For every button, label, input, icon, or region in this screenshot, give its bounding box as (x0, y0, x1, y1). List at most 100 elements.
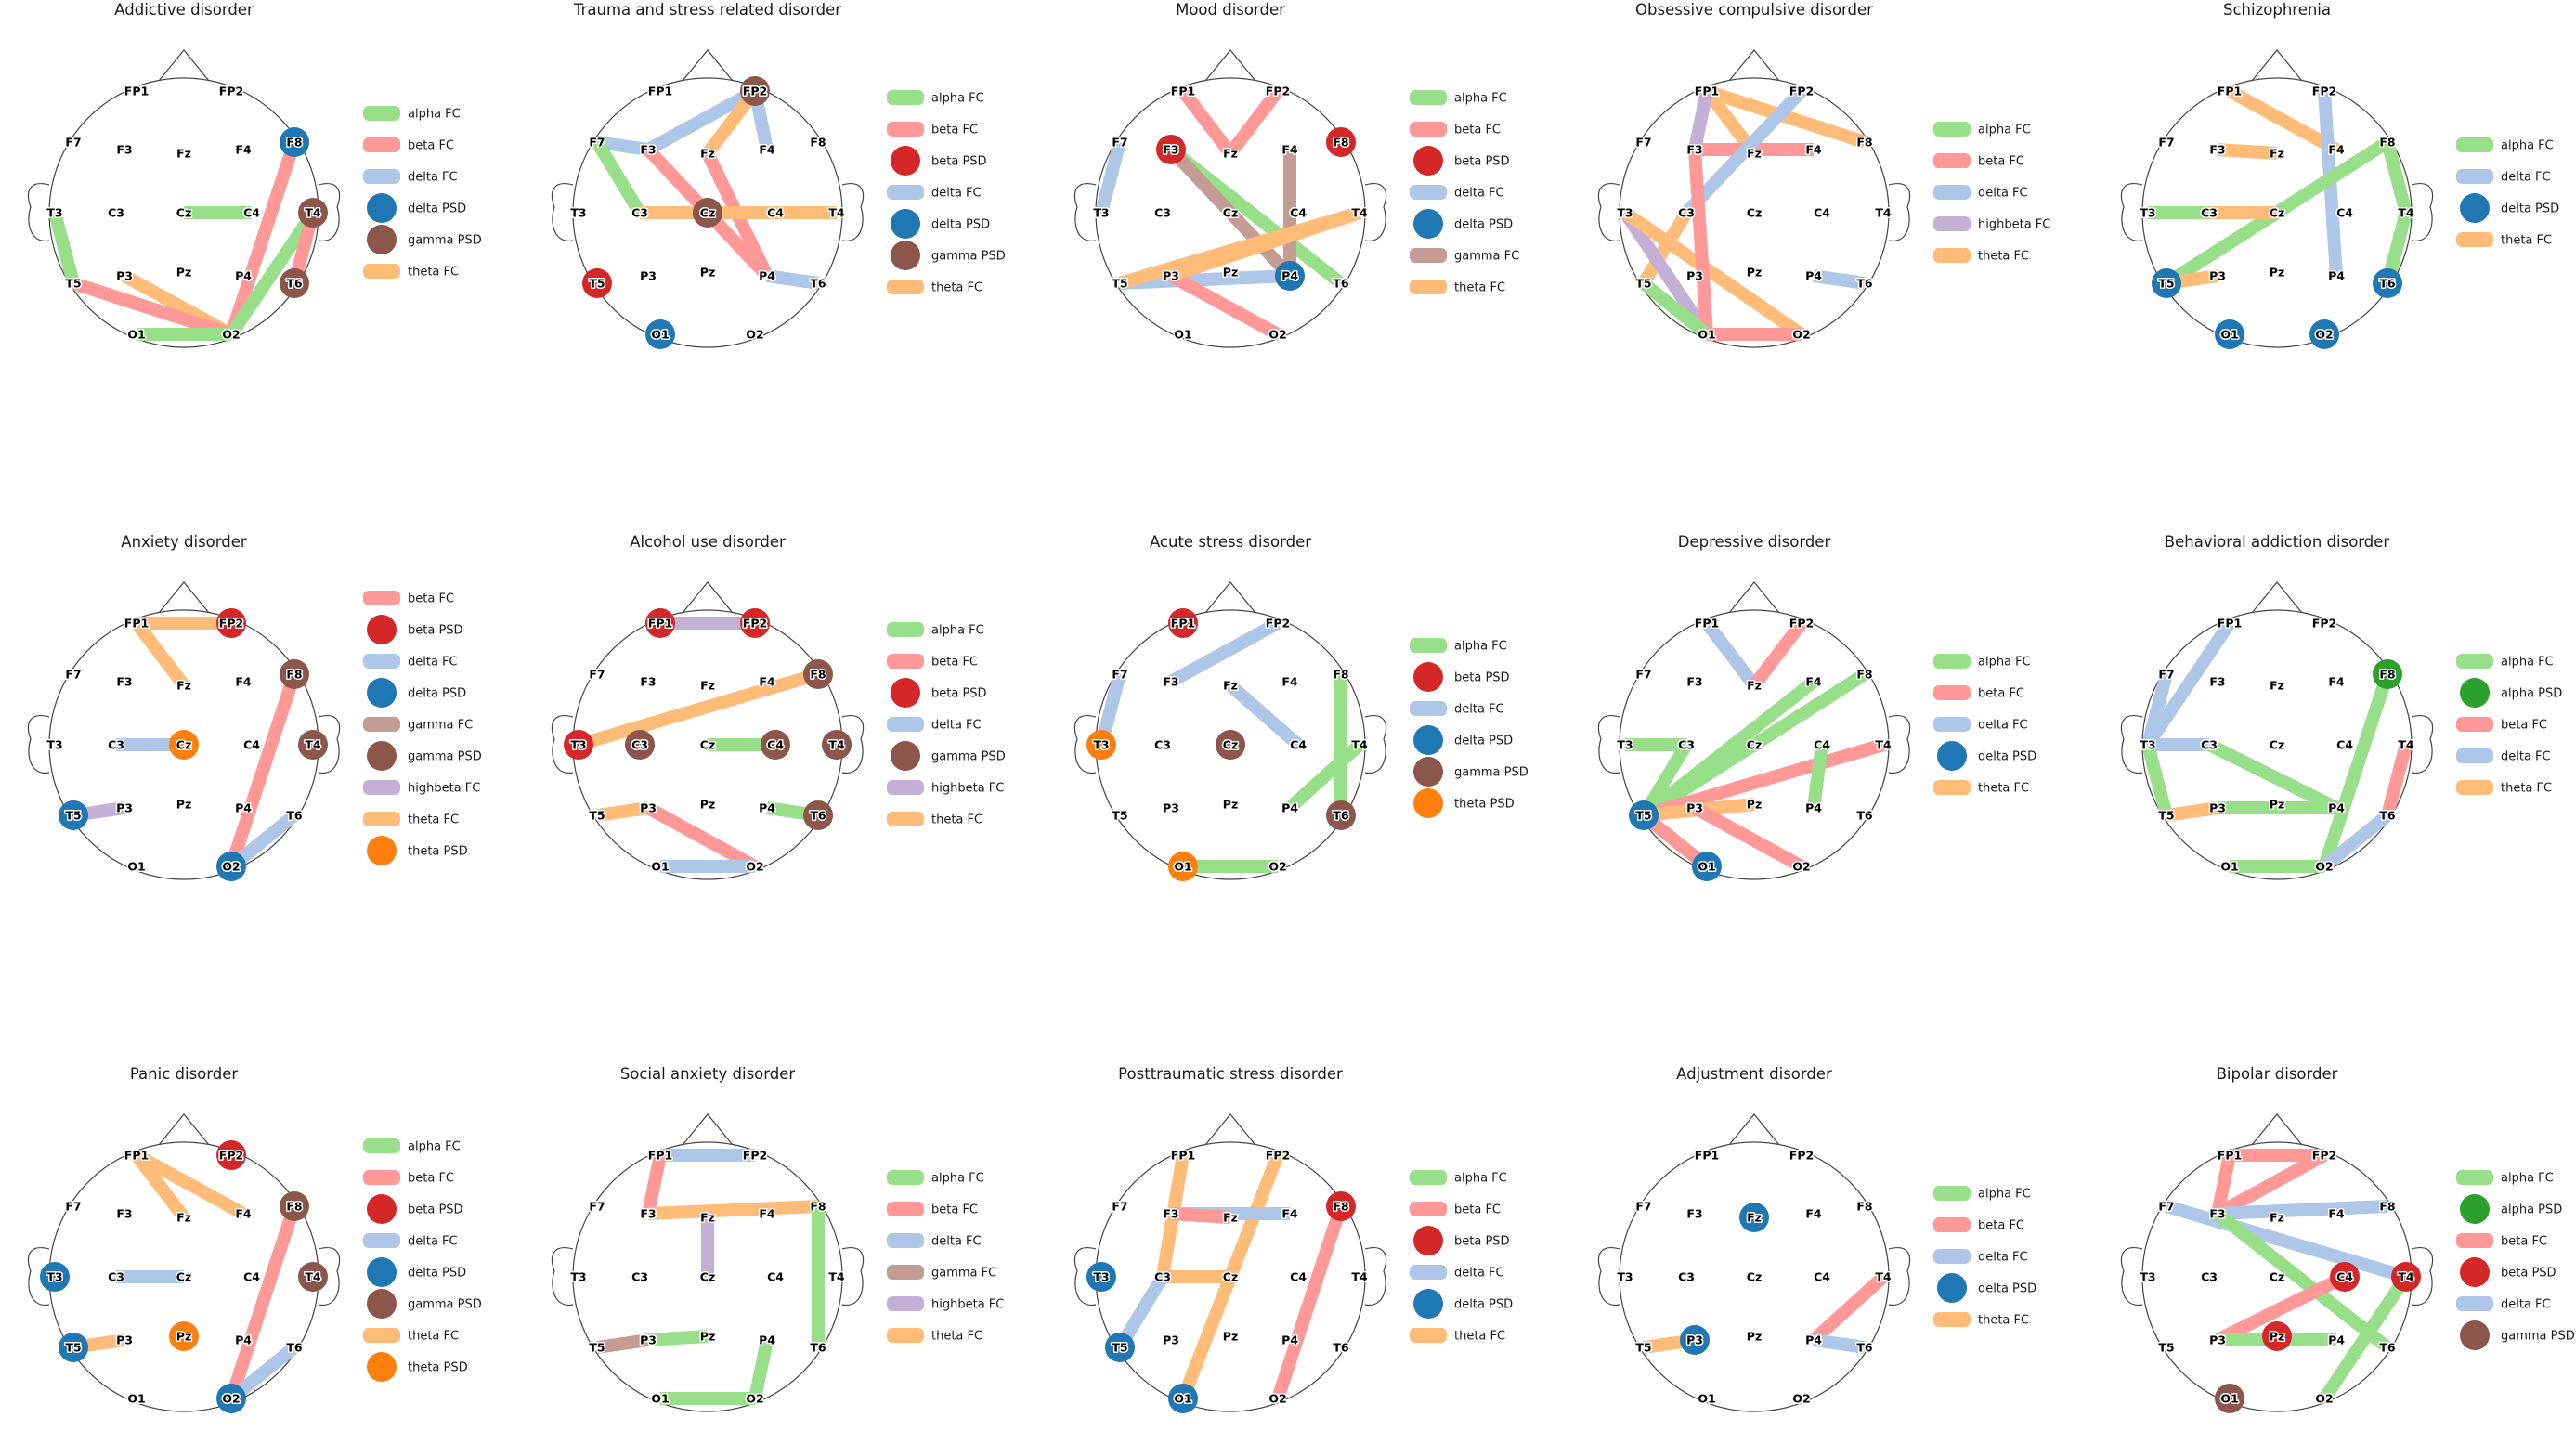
electrode-label-o1: O1 (651, 1392, 669, 1406)
electrode-label-f7: F7 (1635, 136, 1651, 150)
legend-label: delta PSD (1978, 1282, 2036, 1296)
nose-outline (2251, 581, 2303, 614)
legend-label: gamma FC (408, 719, 473, 733)
electrode-label-fz: Fz (1747, 1211, 1762, 1225)
legend-label: highbeta FC (1978, 218, 2050, 232)
right-ear-outline (2411, 183, 2434, 241)
electrode-label-f7: F7 (65, 668, 81, 682)
psd-marker-o2 (216, 1384, 246, 1413)
electrode-label-t4: T4 (2398, 1270, 2414, 1284)
legend-label: theta PSD (408, 845, 468, 859)
electrode-label-t5: T5 (1112, 277, 1127, 291)
legend-swatch-highbeta-fc (887, 780, 924, 795)
right-ear-outline (1888, 1247, 1911, 1306)
electrode-label-f3: F3 (640, 675, 656, 689)
electrode-label-fp2: FP2 (2312, 1149, 2336, 1163)
panel-title: Social anxiety disorder (620, 1065, 796, 1083)
psd-marker-p3 (1680, 1325, 1710, 1355)
legend: alpha FC beta FC beta PSD delta FC delta PSD… (363, 1138, 482, 1382)
legend-label: theta FC (1978, 1314, 2029, 1328)
electrode-label-pz: Pz (700, 798, 715, 812)
electrode-label-t3: T3 (46, 206, 62, 220)
electrode-label-t4: T4 (1351, 738, 1368, 752)
legend-marker-delta-psd (1937, 1273, 1967, 1303)
electrode-label-c3: C3 (631, 206, 648, 220)
legend-swatch-alpha-fc (2456, 137, 2493, 152)
electrode-label-fp1: FP1 (2218, 617, 2242, 631)
panel-title: Trauma and stress related disorder (573, 1, 841, 19)
legend-label: theta FC (2501, 234, 2552, 248)
legend-swatch-alpha-fc (1933, 122, 1971, 137)
psd-marker-fp2 (740, 608, 770, 638)
left-ear-outline (2120, 715, 2143, 774)
legend-label: beta FC (2501, 1235, 2547, 1249)
legend-label: theta FC (931, 813, 982, 827)
panel-adjustment-disorder: Adjustment disorder FP1 FP2 F7 F3 Fz F4 F8 T3 C3 C… (1597, 1065, 2036, 1412)
legend-label: gamma PSD (931, 750, 1006, 764)
electrode-label-fp1: FP1 (648, 1149, 672, 1163)
electrode-label-f4: F4 (1805, 143, 1822, 157)
legend: alpha FC beta FC beta PSD delta FC delta PSD… (1410, 1170, 1513, 1344)
legend-label: highbeta FC (408, 782, 480, 796)
legend: alpha FC beta PSD delta FC delta PSD gamma P… (1410, 638, 1529, 818)
legend-label: beta PSD (408, 624, 463, 638)
electrode-label-t3: T3 (1093, 206, 1109, 220)
legend-marker-delta-psd (1413, 1289, 1443, 1319)
electrode-label-p4: P4 (1281, 269, 1298, 283)
electrode-label-f4: F4 (235, 143, 252, 157)
legend-label: delta FC (2501, 171, 2551, 185)
electrode-label-c3: C3 (108, 1270, 124, 1284)
legend-label: delta PSD (931, 218, 990, 232)
electrode-label-f4: F4 (1805, 1207, 1822, 1221)
fc-link-fp1-f3 (2211, 1153, 2236, 1216)
electrode-label-t6: T6 (1856, 277, 1873, 291)
electrode-label-f8: F8 (2379, 668, 2395, 682)
psd-marker-t6 (2373, 268, 2402, 298)
electrode-label-t4: T4 (1351, 206, 1368, 220)
fc-link-t4-o2 (2319, 1273, 2412, 1402)
electrode-label-t3: T3 (1093, 1270, 1109, 1284)
left-ear-outline (1073, 715, 1097, 774)
legend-label: beta PSD (1454, 671, 1510, 685)
electrode-label-t4: T4 (1875, 1270, 1892, 1284)
electrode-label-fp2: FP2 (1789, 85, 1814, 98)
electrode-label-o2: O2 (1792, 1392, 1810, 1406)
legend-swatch-gamma-fc (1410, 248, 1447, 263)
legend-label: delta FC (931, 187, 982, 201)
electrode-label-f7: F7 (589, 136, 605, 150)
nose-outline (1204, 581, 1256, 614)
electrode-label-o1: O1 (651, 328, 669, 342)
electrode-label-fp1: FP1 (1695, 85, 1719, 98)
electrode-label-t3: T3 (46, 1270, 62, 1284)
electrode-label-f3: F3 (2209, 1207, 2225, 1221)
psd-marker-t5 (59, 1333, 88, 1362)
legend-label: alpha FC (1454, 1172, 1507, 1186)
electrode-label-fp2: FP2 (2312, 85, 2336, 98)
electrode-label-cz: Cz (700, 1270, 715, 1284)
psd-marker-t3 (564, 730, 593, 760)
legend-swatch-delta-fc (887, 1233, 924, 1248)
psd-marker-t4 (298, 198, 328, 228)
legend-swatch-alpha-fc (1933, 654, 1971, 669)
fc-link-f7-t3 (1095, 140, 1126, 215)
electrode-label-fz: Fz (176, 147, 191, 161)
electrode-label-f8: F8 (810, 136, 826, 150)
legend-label: theta FC (1978, 782, 2029, 796)
right-ear-outline (2411, 1247, 2434, 1306)
legend-swatch-delta-fc (1410, 1265, 1447, 1280)
electrode-label-t6: T6 (1856, 809, 1873, 823)
fc-link-f8-o2 (2318, 671, 2394, 869)
right-ear-outline (1888, 183, 1911, 241)
fc-link-t5-p4 (1119, 269, 1291, 290)
legend-label: gamma FC (1454, 250, 1519, 264)
electrode-label-f3: F3 (1163, 675, 1178, 689)
electrode-label-t4: T4 (2398, 738, 2414, 752)
legend-swatch-delta-fc (363, 169, 400, 184)
legend-label: delta PSD (1454, 735, 1513, 748)
electrode-label-t5: T5 (1635, 277, 1651, 291)
electrode-label-p4: P4 (2328, 801, 2345, 815)
legend-marker-gamma-psd (367, 741, 397, 771)
legend-marker-beta-psd (891, 678, 920, 708)
legend: alpha FC beta FC delta FC delta PSD theta FC (1933, 654, 2036, 796)
